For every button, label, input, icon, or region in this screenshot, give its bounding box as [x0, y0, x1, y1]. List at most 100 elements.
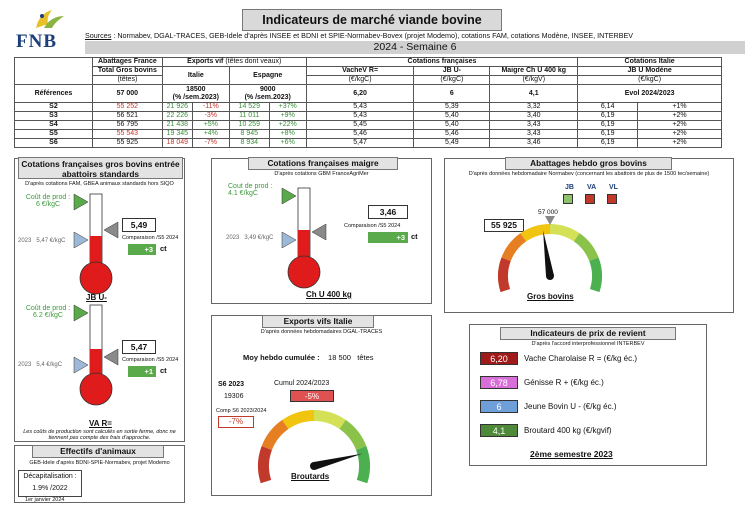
cell-abat: 55 252	[91, 102, 163, 112]
decapitalisation-box: Décapitalisation :1.9% /2022	[18, 470, 82, 497]
prix-title: Indicateurs de prix de revient	[500, 327, 676, 340]
maigre-title: Cotations françaises maigre	[248, 157, 398, 170]
gauge-segment	[573, 233, 599, 262]
ref-arrow-icon	[73, 356, 89, 374]
cell-mod-pct: +2%	[637, 138, 722, 148]
table-row: S2 55 252 21 926 -11% 14 529 +37% 5,43 5,39 3,32…	[14, 102, 722, 112]
legend-va: VA	[587, 184, 597, 191]
cell-mod: 6,19	[577, 129, 639, 139]
unit-ct-va: ct	[160, 366, 167, 375]
ref-label: Références	[14, 84, 93, 103]
sources-label: Sources	[85, 31, 112, 40]
cell-es: 10 259	[228, 120, 270, 130]
cell-it-pct: -7%	[191, 138, 230, 148]
col-italie: Italie	[161, 66, 230, 85]
week-banner: 2024 - Semaine 6	[85, 41, 745, 54]
label-jb: JB U-	[86, 293, 107, 302]
gauge-gros-bovins-label: Gros bovins	[527, 292, 574, 301]
gauge-segment	[261, 419, 289, 450]
logo-text: FNB	[16, 31, 57, 52]
gauge-gros-bovins	[498, 216, 602, 293]
cell-it-pct: +4%	[191, 129, 230, 139]
cell-vache: 5,47	[305, 138, 415, 148]
table-row: S6 55 925 18 049 -7% 8 934 +6% 5,47 5,49 3,46 6,1…	[14, 138, 722, 148]
cumul-label: Cumul 2024/2023	[274, 380, 330, 387]
cell-it: 18 049	[161, 138, 193, 148]
abattages-ref-value: 57 000	[538, 209, 558, 216]
gauge-needle	[543, 230, 554, 277]
cell-it: 19 345	[161, 129, 193, 139]
cell-mod-pct: +2%	[637, 129, 722, 139]
reference-marker-icon	[545, 216, 555, 225]
table-col-header-row: Total Gros bovins Italie Espagne VacheV …	[15, 66, 722, 85]
cell-es-pct: +8%	[268, 129, 307, 139]
unit-modene: (€/kgC)	[577, 75, 722, 85]
table-ref-row: Références 57 000 18500 (% /sem.2023) 900…	[14, 84, 722, 103]
unit-jb: (€/kgC)	[413, 75, 491, 85]
value-maigre: 3,46	[368, 205, 408, 219]
cell-mod: 6,19	[577, 120, 639, 130]
cout-prod-maigre: Cout de prod :4.1 €/kgC	[228, 183, 273, 197]
ref-maigre: 4,1	[489, 84, 579, 103]
bird-logo-icon	[36, 10, 64, 28]
cell-es: 11 011	[228, 111, 270, 121]
value-jb: 5,49	[122, 218, 156, 232]
delta-va: +1	[128, 366, 156, 377]
cell-it: 22 226	[161, 111, 193, 121]
prix-value: 6	[480, 400, 518, 413]
cell-mod-pct: +1%	[637, 102, 722, 112]
cumul-value: -5%	[290, 390, 334, 402]
gauge-segment	[282, 410, 314, 429]
cell-es: 8 945	[228, 129, 270, 139]
prix-value: 6,20	[480, 352, 518, 365]
cell-mod-pct: +2%	[637, 111, 722, 121]
cell-mod-pct: +2%	[637, 120, 722, 130]
comp-value: -7%	[218, 416, 254, 428]
cell-abat: 55 925	[91, 138, 163, 148]
cell-week: S3	[14, 111, 93, 121]
cell-it: 21 438	[161, 120, 193, 130]
ref-abattages: 57 000	[91, 84, 163, 103]
table-row: S5 55 543 19 345 +4% 8 945 +8% 5,46 5,46 3,43 6,1…	[14, 129, 722, 139]
ref-jb: 6	[413, 84, 491, 103]
abattages-note: D'après données hebdomadaire Normabev (c…	[468, 171, 710, 177]
gauge-needle	[313, 453, 363, 470]
moy-hebdo: Moy hebdo cumulée : 18 500 têtes	[243, 353, 374, 362]
cout-prod-va: Coût de prod :6.2 €/kgC	[25, 305, 71, 319]
cell-it-pct: -11%	[191, 102, 230, 112]
cell-jb: 5,49	[413, 138, 491, 148]
gauge-segment	[339, 419, 367, 450]
cell-es: 8 934	[228, 138, 270, 148]
thermometer-maigre	[281, 187, 327, 289]
group-cotations-fr: Cotations françaises	[305, 57, 579, 67]
label-maigre: Ch U 400 kg	[306, 290, 352, 299]
gauge-segment	[314, 410, 346, 429]
gauge-segment	[589, 257, 602, 293]
ref-italie: 18500 (% /sem.2023)	[161, 84, 230, 103]
thermometer-va	[73, 304, 119, 406]
col-maigre: Maigre Ch U 400 kg	[489, 66, 579, 76]
col-espagne: Espagne	[228, 66, 307, 85]
gauge-hub	[546, 272, 554, 280]
gauge-segment	[550, 224, 580, 242]
abattages-title: Abattages hebdo gros bovins	[505, 157, 672, 170]
unit-vache: (€/kgC)	[305, 75, 415, 85]
effectifs-note: GEB-Idele d'après BDNI-SPIE-Normabev, pr…	[29, 460, 170, 466]
group-abattages: Abattages France	[91, 57, 163, 67]
col-vache: VacheV R=	[305, 66, 415, 76]
delta-jb: +3	[128, 244, 156, 255]
table-group-header-row: Abattages France Exports vif (têtes dont…	[14, 57, 722, 85]
ref-vache: 6,20	[305, 84, 415, 103]
prix-value: 6,78	[480, 376, 518, 389]
cell-vache: 5,46	[305, 129, 415, 139]
ref-modene: Evol 2024/2023	[577, 84, 722, 103]
cell-vache: 5,45	[305, 120, 415, 130]
ref-2023-va: 2023 5,4 €/kgC	[18, 362, 63, 368]
maigre-note: D'après cotations GBM FranceAgriMer	[274, 171, 369, 177]
table-row: S3 56 521 22 226 -3% 11 011 +9% 5,43 5,40 3,40 6,…	[14, 111, 722, 121]
ref-espagne: 9000 (% /sem.2023)	[228, 84, 307, 103]
gauge-broutards-label: Broutards	[291, 472, 330, 481]
cell-it-pct: -3%	[191, 111, 230, 121]
legend-vl-swatch	[607, 194, 617, 204]
comp-maigre: Comparaison /S5 2024	[344, 223, 401, 229]
